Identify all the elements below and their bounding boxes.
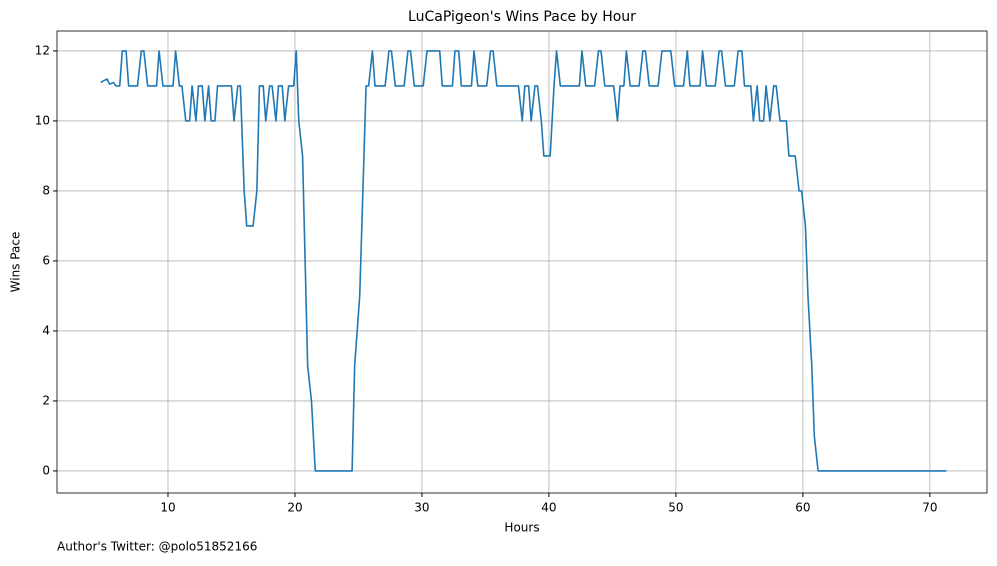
y-tick-label: 8 <box>42 183 50 197</box>
x-tick-label: 10 <box>160 501 175 515</box>
data-line <box>100 50 947 472</box>
x-tick-label: 70 <box>922 501 937 515</box>
y-tick-label: 12 <box>35 43 50 57</box>
chart-title: LuCaPigeon's Wins Pace by Hour <box>408 9 636 25</box>
x-tick-label: 40 <box>541 501 556 515</box>
x-axis-label: Hours <box>504 521 539 535</box>
plot-frame <box>56 30 988 494</box>
y-tick-label: 10 <box>35 113 50 127</box>
y-tick-label: 4 <box>42 323 50 337</box>
y-tick-label: 2 <box>42 393 50 407</box>
x-tick-label: 30 <box>414 501 429 515</box>
y-tick-label: 6 <box>42 253 50 267</box>
x-tick-label: 20 <box>287 501 302 515</box>
y-tick-label: 0 <box>42 463 50 477</box>
x-tick-label: 60 <box>795 501 810 515</box>
x-tick-label: 50 <box>668 501 683 515</box>
footnote: Author's Twitter: @polo51852166 <box>57 540 257 554</box>
y-axis-label: Wins Pace <box>9 232 23 293</box>
